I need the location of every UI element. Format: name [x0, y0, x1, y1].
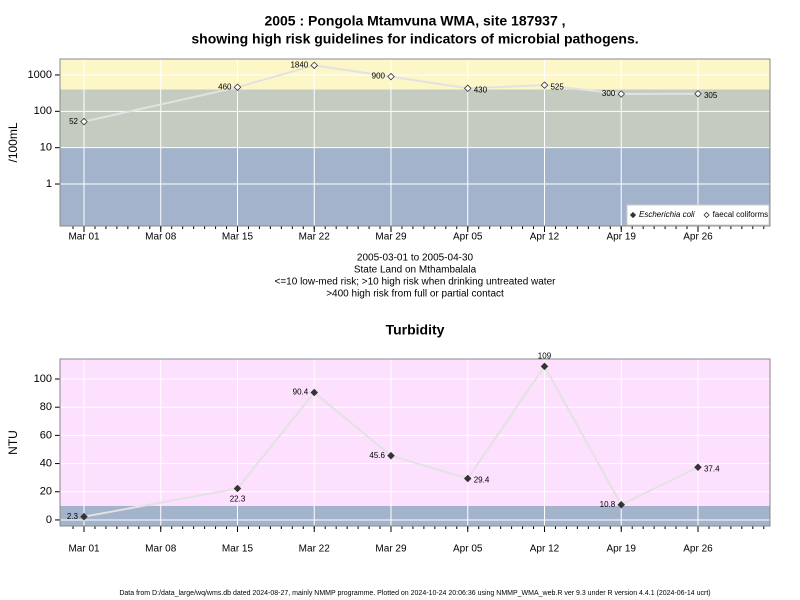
y-tick-label: 100: [34, 105, 52, 117]
data-point: [233, 484, 242, 493]
data-label: 525: [550, 82, 564, 91]
y-tick-label: 0: [46, 514, 52, 526]
legend-box: [626, 204, 770, 226]
x-tick-label: Mar 15: [222, 232, 254, 243]
y-tick-label: 60: [40, 429, 52, 441]
y-axis-label: NTU: [6, 430, 20, 455]
y-tick-label: 1: [46, 178, 52, 190]
legend-marker: [703, 211, 710, 219]
data-label: 109: [538, 351, 552, 360]
data-point: [463, 84, 472, 93]
data-label: 45.6: [369, 451, 385, 460]
data-point: [233, 83, 242, 91]
x-tick-label: Apr 19: [607, 232, 637, 243]
data-label: 1840: [290, 60, 308, 69]
data-label: 430: [474, 85, 488, 94]
data-label: 300: [602, 89, 616, 98]
legend-entry: Escherichia coli: [639, 210, 695, 219]
data-label: 2.3: [67, 512, 79, 521]
x-tick-label: Apr 26: [683, 544, 713, 555]
series-line: [83, 64, 698, 123]
data-point: [694, 89, 702, 98]
data-point: [80, 512, 88, 521]
x-tick-label: Apr 12: [530, 232, 560, 243]
chart-title: showing high risk guidelines for indicat…: [191, 31, 638, 47]
x-tick-label: Apr 12: [530, 544, 560, 555]
risk-band: [60, 89, 770, 148]
y-tick-label: 1000: [28, 69, 52, 81]
risk-band: [60, 359, 770, 506]
data-point: [694, 463, 702, 471]
x-tick-label: Apr 05: [453, 544, 483, 555]
y-tick-label: 10: [40, 142, 52, 154]
x-tick-label: Mar 15: [222, 544, 254, 555]
y-tick-label: 100: [34, 373, 52, 385]
x-tick-label: Mar 01: [68, 232, 100, 243]
x-tick-label: Apr 26: [683, 232, 713, 243]
data-point: [463, 474, 472, 483]
x-tick-label: Apr 19: [607, 544, 637, 555]
data-label: 900: [372, 72, 386, 81]
x-tick-label: Mar 29: [375, 544, 407, 555]
x-tick-label: Mar 22: [299, 544, 331, 555]
data-label: 305: [704, 91, 718, 100]
data-point: [310, 61, 319, 70]
chart-title: 2005 : Pongola Mtamvuna WMA, site 187937…: [264, 13, 565, 29]
x-tick-label: Mar 08: [145, 544, 177, 555]
legend-entry: faecal coliforms: [713, 210, 769, 219]
chart-title: Turbidity: [386, 322, 445, 338]
annotation: 2005-03-01 to 2005-04-30: [357, 253, 474, 264]
y-axis-label: /100mL: [6, 122, 20, 162]
risk-band: [60, 505, 770, 526]
data-point: [387, 451, 395, 460]
annotation: <=10 low-med risk; >10 high risk when dr…: [275, 277, 557, 288]
data-label: 22.3: [230, 495, 246, 504]
y-tick-label: 40: [40, 457, 52, 469]
data-label: 37.4: [704, 464, 720, 473]
plot-frame: [59, 58, 771, 227]
x-tick-label: Mar 22: [299, 232, 331, 243]
x-tick-label: Mar 08: [145, 232, 177, 243]
annotation: State Land on Mthambalala: [354, 265, 477, 276]
data-point: [310, 388, 319, 397]
data-point: [540, 81, 549, 89]
data-label: 10.8: [600, 500, 616, 509]
data-point: [80, 117, 88, 126]
y-tick-label: 20: [40, 486, 52, 498]
x-tick-label: Mar 01: [68, 544, 100, 555]
data-point: [387, 72, 395, 81]
data-label: 29.4: [474, 476, 490, 485]
plot-frame: [59, 358, 771, 527]
x-tick-label: Apr 05: [453, 232, 483, 243]
annotation: >400 high risk from full or partial cont…: [326, 289, 504, 300]
series-line: [83, 364, 699, 518]
data-point: [540, 362, 549, 371]
y-tick-label: 80: [40, 401, 52, 413]
data-point: [617, 90, 626, 98]
data-label: 52: [69, 117, 78, 126]
data-label: 90.4: [293, 388, 309, 397]
risk-band: [60, 59, 770, 90]
data-label: 460: [218, 82, 232, 91]
legend-marker: [629, 211, 637, 219]
footer: Data from D:/data_large/wq/wms.db dated …: [119, 590, 710, 597]
data-point: [617, 500, 626, 509]
x-tick-label: Mar 29: [375, 232, 407, 243]
